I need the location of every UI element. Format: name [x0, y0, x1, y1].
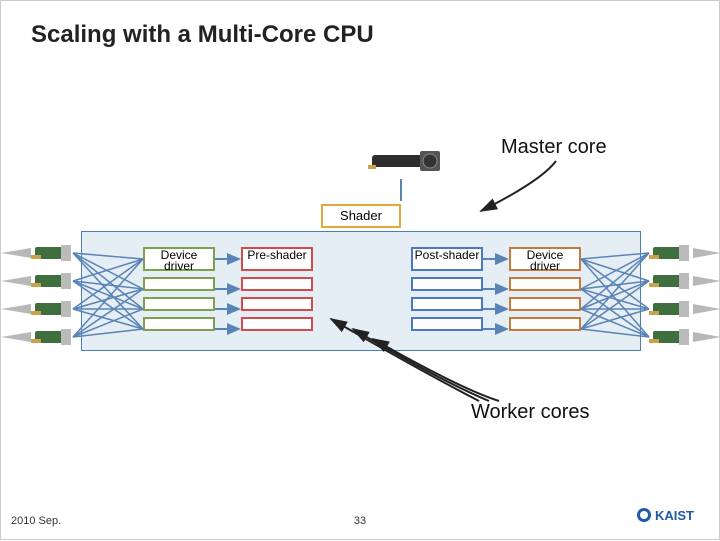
footer-date: 2010 Sep. [11, 515, 61, 527]
worker-cores-label: Worker cores [471, 401, 590, 424]
post-shader-box [411, 297, 483, 311]
nic-icon [31, 297, 75, 321]
device-driver-box [509, 297, 581, 311]
nic-icon [31, 325, 75, 349]
nic-icon [649, 269, 693, 293]
post-shader-box: Post-shader [411, 247, 483, 271]
slide: Scaling with a Multi-Core CPU Master cor… [0, 0, 720, 540]
post-shader-box [411, 277, 483, 291]
col-device-driver-left: Device driver [143, 247, 215, 331]
gpu-card-icon [366, 141, 446, 186]
page-number: 33 [354, 515, 366, 527]
col-pre-shader: Pre-shader [241, 247, 313, 331]
device-driver-box [509, 317, 581, 331]
nic-icon [649, 297, 693, 321]
pre-shader-box [241, 317, 313, 331]
post-shader-box [411, 317, 483, 331]
nic-icon [649, 325, 693, 349]
device-driver-box [509, 277, 581, 291]
nic-icon [649, 241, 693, 265]
device-driver-box [143, 277, 215, 291]
col-post-shader: Post-shader [411, 247, 483, 331]
master-core-label: Master core [501, 136, 607, 159]
slide-title: Scaling with a Multi-Core CPU [31, 21, 374, 49]
nic-icon [31, 241, 75, 265]
shader-box: Shader [321, 204, 401, 228]
nic-icon [31, 269, 75, 293]
kaist-logo: KAIST [635, 504, 705, 531]
col-device-driver-right: Device driver [509, 247, 581, 331]
device-driver-box: Device driver [509, 247, 581, 271]
device-driver-box [143, 317, 215, 331]
nic-stack-right [649, 241, 693, 349]
nic-stack-left [31, 241, 75, 349]
device-driver-box: Device driver [143, 247, 215, 271]
pre-shader-box [241, 277, 313, 291]
pre-shader-box: Pre-shader [241, 247, 313, 271]
pre-shader-box [241, 297, 313, 311]
device-driver-box [143, 297, 215, 311]
logo-text: KAIST [655, 508, 694, 523]
